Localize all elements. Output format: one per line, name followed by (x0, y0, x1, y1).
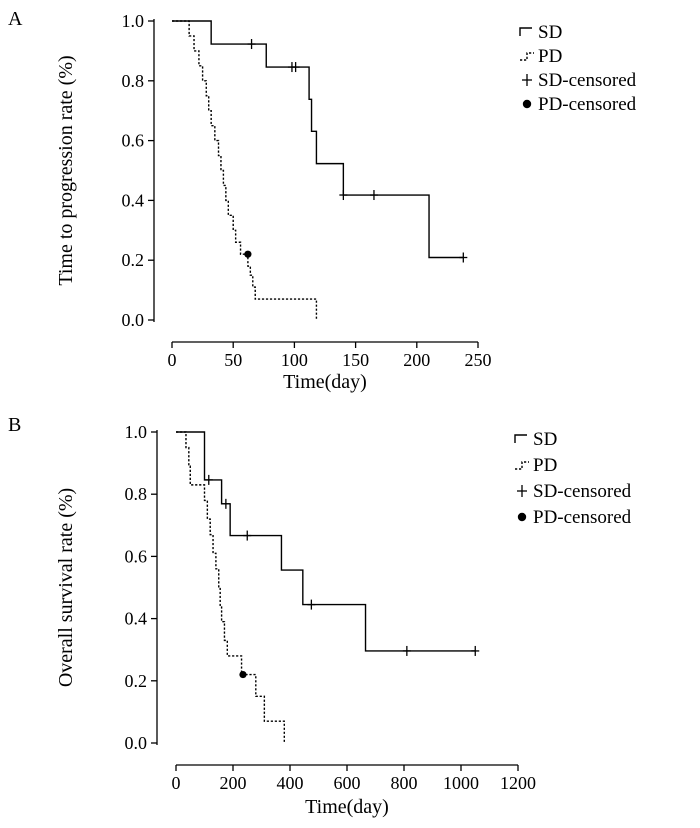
legend-label: SD-censored (533, 481, 632, 502)
legend-label: SD (538, 22, 562, 43)
legend-pd-censored-symbol (517, 512, 527, 522)
y-tick-label: 0.2 (122, 250, 145, 270)
panel-label: A (8, 8, 23, 30)
x-axis-label: Time(day) (305, 796, 389, 818)
x-tick-label: 200 (403, 350, 430, 370)
sd-censored-mark (291, 62, 300, 73)
x-tick-label: 200 (220, 773, 247, 793)
x-tick-label: 100 (281, 350, 308, 370)
sd-censored-mark (221, 498, 230, 509)
legend-pd-censored-symbol (522, 99, 532, 109)
x-tick-label: 1000 (443, 773, 479, 793)
y-tick-label: 0.0 (122, 310, 145, 330)
sd-censored-mark (339, 190, 348, 201)
legend-label: PD-censored (533, 507, 632, 528)
y-tick-label: 0.8 (122, 71, 145, 91)
legend: SD PD SD-censored PD-censored (514, 429, 632, 528)
x-tick-label: 1200 (500, 773, 536, 793)
sd-censored-mark (402, 645, 411, 656)
y-tick-label: 0.4 (125, 609, 148, 629)
legend-label: PD (533, 455, 557, 476)
x-axis-label: Time(day) (283, 371, 367, 393)
panel-label: B (8, 414, 21, 436)
y-axis-label: Time to progression rate (%) (55, 55, 77, 285)
x-tick-label: 250 (465, 350, 492, 370)
sd-curve (176, 431, 476, 652)
x-tick-label: 0 (172, 773, 181, 793)
legend-sd-symbol (514, 434, 527, 443)
legend-label: SD (533, 429, 557, 450)
pd-censored-point (239, 670, 247, 679)
sd-censored-mark (307, 599, 316, 610)
legend-label: PD-censored (538, 94, 637, 115)
pd-censored-point (244, 250, 252, 258)
sd-censored-mark (471, 645, 480, 656)
legend-label: PD (538, 46, 562, 67)
legend-label: SD-censored (538, 70, 637, 91)
y-axis-label: Overall survival rate (%) (55, 488, 77, 687)
x-tick-label: 50 (224, 350, 242, 370)
x-tick-label: 150 (342, 350, 369, 370)
sd-censored-mark (459, 252, 468, 263)
sd-censored-mark (369, 190, 378, 201)
x-tick-label: 600 (334, 773, 361, 793)
sd-censored-mark (243, 530, 252, 541)
legend-pd-symbol (520, 52, 534, 61)
y-tick-label: 0.2 (125, 671, 148, 691)
legend-sd-symbol (519, 27, 532, 36)
x-tick-label: 800 (391, 773, 418, 793)
panel-b: B 0.0 0.2 0.4 0.6 0.8 1.0 0 200 400 600 800 1000 1200… (8, 414, 632, 818)
y-tick-label: 0.4 (122, 190, 145, 210)
y-tick-label: 1.0 (125, 422, 148, 442)
sd-censored-mark (204, 474, 213, 485)
sd-censored-mark (247, 39, 256, 50)
y-tick-label: 1.0 (122, 11, 145, 31)
x-tick-label: 400 (277, 773, 304, 793)
y-tick-label: 0.0 (125, 733, 148, 753)
y-tick-label: 0.6 (125, 546, 148, 566)
panel-a: A 0.0 0.2 0.4 0.6 0.8 1.0 0 50 100 150 200 250 Time(d… (8, 8, 637, 393)
pd-curve (172, 20, 318, 320)
x-tick-label: 0 (168, 350, 177, 370)
y-tick-label: 0.6 (122, 131, 145, 151)
sd-curve (172, 20, 464, 259)
legend-pd-symbol (515, 461, 529, 470)
pd-curve (176, 431, 285, 743)
legend: SD PD SD-censored PD-censored (519, 22, 637, 115)
y-tick-label: 0.8 (125, 484, 148, 504)
